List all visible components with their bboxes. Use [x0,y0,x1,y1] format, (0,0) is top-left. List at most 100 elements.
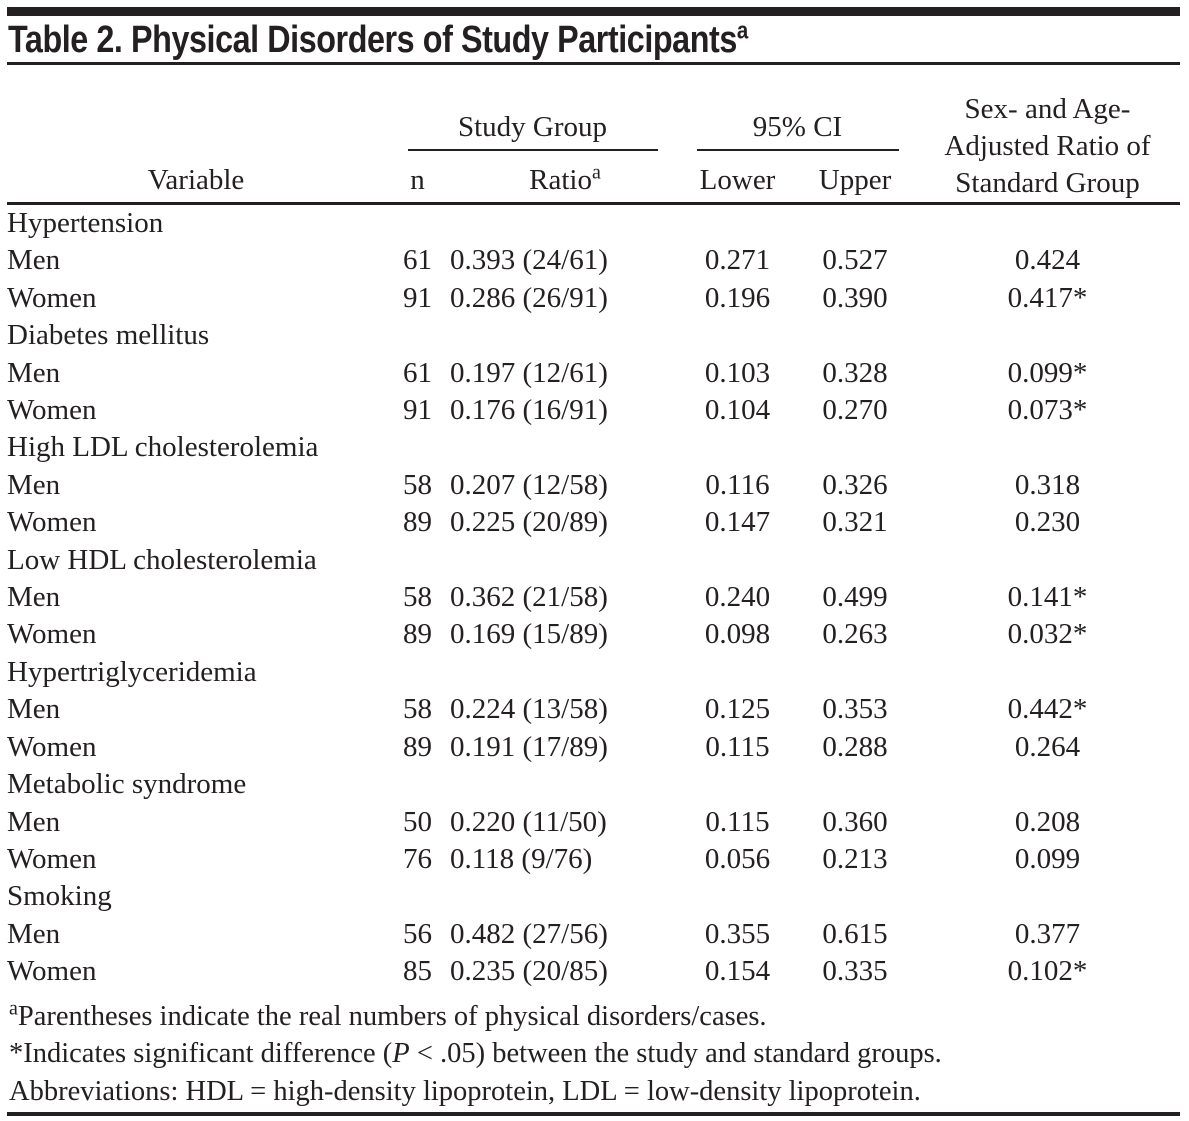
title-rule [7,62,1180,65]
footnote-significance-post: < .05) between the study and standard gr… [409,1038,942,1070]
ratio-cell: 0.224 (13/58) [450,693,608,726]
table-wrapper: Study Group 95% CI Sex- and Age- Adjuste… [7,66,1180,1116]
n-cell: 50 [403,805,432,838]
header-adjusted-ratio: Sex- and Age- Adjusted Ratio of Standard… [915,66,1180,204]
top-black-bar [7,7,1180,16]
table-row: Hypertension [7,204,1180,243]
table-row: Women 76 0.118 (9/76) 0.056 0.213 0.099 [7,841,1180,878]
variable-cell: Men [7,917,61,950]
n-cell [385,317,450,354]
table-header: Study Group 95% CI Sex- and Age- Adjuste… [7,66,1180,204]
upper-cell [795,542,915,579]
footnote-significance-p: P [392,1038,410,1070]
adjusted-cell: 0.377 [1014,917,1081,950]
header-n: n [410,164,425,196]
adjusted-cell: 0.073* [1007,394,1088,427]
ratio-cell: 0.207 (12/58) [450,468,608,501]
table-row: Women 91 0.286 (26/91) 0.196 0.390 0.417… [7,280,1180,317]
header-study-group: Study Group [385,66,680,151]
adjusted-cell: 0.264 [1014,730,1081,763]
n-cell: 61 [403,244,432,277]
table-row: Men 58 0.362 (21/58) 0.240 0.499 0.141* [7,579,1180,616]
lower-cell: 0.098 [704,618,771,651]
n-cell [385,878,450,915]
ratio-cell: 0.118 (9/76) [450,842,593,875]
header-upper: Upper [818,164,892,196]
upper-cell [795,654,915,691]
lower-cell: 0.116 [705,468,770,501]
variable-cell: Hypertension [7,207,164,239]
upper-cell: 0.270 [822,394,888,427]
variable-cell: Diabetes mellitus [7,319,210,352]
upper-cell: 0.335 [822,955,888,988]
footnote-abbreviations: Abbreviations: HDL = high-density lipopr… [9,1075,921,1107]
variable-cell: Women [7,618,97,651]
footnote-significance-pre: *Indicates significant difference ( [9,1038,393,1070]
upper-cell: 0.321 [822,506,888,539]
ratio-superscript: a [591,161,601,184]
table-title-superscript: a [736,17,748,45]
n-cell: 58 [403,468,432,501]
variable-cell: Men [7,693,61,726]
adjusted-cell [915,654,1180,691]
lower-cell: 0.115 [705,805,770,838]
table-row: Women 89 0.191 (17/89) 0.115 0.288 0.264 [7,729,1180,766]
variable-cell: Women [7,506,97,539]
lower-cell [680,429,795,466]
n-cell [385,654,450,691]
table-row: Men 61 0.197 (12/61) 0.103 0.328 0.099* [7,355,1180,392]
ratio-cell [450,766,680,803]
upper-cell: 0.328 [822,356,888,389]
variable-cell: Men [7,581,61,614]
lower-cell: 0.104 [704,394,771,427]
n-cell: 85 [403,955,432,988]
study-group-label: Study Group [407,111,658,151]
ratio-cell: 0.197 (12/61) [450,356,608,389]
n-cell [385,204,450,243]
upper-cell [795,204,915,243]
upper-cell [795,878,915,915]
upper-cell: 0.499 [822,581,888,614]
lower-cell [680,542,795,579]
ratio-cell [450,654,680,691]
table-row: Men 61 0.393 (24/61) 0.271 0.527 0.424 [7,242,1180,279]
adjusted-cell: 0.230 [1014,506,1081,539]
adjusted-cell: 0.424 [1014,244,1081,277]
upper-cell: 0.360 [822,805,888,838]
adjusted-cell [915,204,1180,243]
header-95ci: 95% CI [680,66,915,151]
lower-cell [680,204,795,243]
lower-cell [680,766,795,803]
upper-cell: 0.213 [822,842,888,875]
ratio-cell: 0.225 (20/89) [450,506,608,539]
table-row: Men 58 0.207 (12/58) 0.116 0.326 0.318 [7,467,1180,504]
lower-cell: 0.147 [704,506,771,539]
bottom-rule [7,1112,1180,1116]
ratio-cell: 0.220 (11/50) [450,805,607,838]
table-row: Metabolic syndrome [7,766,1180,803]
footnote-a-superscript: a [9,997,18,1020]
ci-label: 95% CI [696,111,899,151]
n-cell: 91 [403,394,432,427]
variable-cell: Hypertriglyceridemia [7,655,257,688]
table-row: Women 91 0.176 (16/91) 0.104 0.270 0.073… [7,392,1180,429]
header-spacer [7,66,385,151]
adjusted-cell: 0.417* [1007,281,1088,314]
n-cell: 91 [403,281,432,314]
table-row: Low HDL cholesterolemia [7,542,1180,579]
upper-cell [795,429,915,466]
lower-cell: 0.115 [705,730,770,763]
n-cell: 58 [403,581,432,614]
variable-cell: Men [7,468,61,501]
ratio-cell: 0.235 (20/85) [450,955,608,988]
lower-cell: 0.355 [704,917,771,950]
header-variable: Variable [147,164,245,196]
lower-cell: 0.271 [704,244,771,277]
lower-cell: 0.196 [704,281,771,314]
variable-cell: Low HDL cholesterolemia [7,543,317,576]
n-cell: 61 [403,356,432,389]
table-row: Men 56 0.482 (27/56) 0.355 0.615 0.377 [7,916,1180,953]
lower-cell [680,878,795,915]
adjusted-cell [915,429,1180,466]
adjusted-ratio-line2: Adjusted Ratio of [944,130,1151,162]
